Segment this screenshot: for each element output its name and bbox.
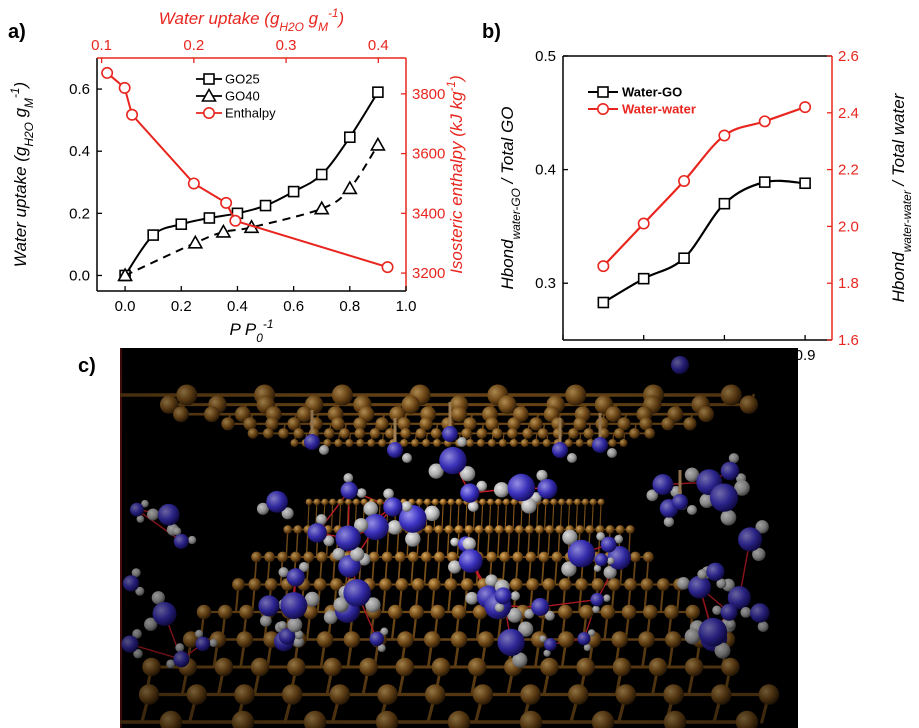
data-point-water-water [678, 174, 691, 187]
panel-label-b: b) [482, 21, 501, 43]
y-tick-label: 0.0 [69, 267, 90, 284]
right-tick-label: 2.6 [838, 48, 859, 65]
right-tick-label: 3600 [412, 146, 445, 163]
y-axis-title: Water uptake (gH2O gM-1) [8, 82, 36, 267]
series-line-water-go [602, 179, 806, 304]
x-tick-label: 0.9 [795, 347, 816, 364]
y-tick-label: 0.6 [69, 81, 90, 98]
series-water-go [597, 176, 811, 309]
data-point-water-go [637, 272, 650, 285]
chart-a: 0.0 0.2 0.4 0.6 0.8 1.0 0.0 0.2 0.4 0.6 0.1 0.2 0.3 0… [8, 6, 466, 345]
data-point-enthalpy [126, 108, 139, 121]
data-point-go40 [215, 223, 232, 238]
x-tick-label: 1.0 [396, 298, 417, 315]
data-point-water-water [799, 101, 812, 114]
legend-label: Enthalpy [225, 106, 276, 121]
y-tick-label: 0.2 [69, 205, 90, 222]
x-axis-title: P P0-1 [230, 317, 274, 345]
legend-a: GO25 GO40 Enthalpy [196, 72, 276, 121]
x-tick-label: 0.2 [171, 298, 192, 315]
x-tick-label: 0.6 [283, 298, 304, 315]
data-point-enthalpy [220, 196, 233, 209]
data-point-go40 [187, 234, 204, 249]
series-water-water [597, 101, 812, 273]
y-axis-title: Hbondwater-GO / Total GO [498, 106, 523, 289]
right-tick-label: 3400 [412, 205, 445, 222]
legend-b: Water-GO Water-water [588, 85, 696, 117]
data-point-go40 [117, 267, 133, 282]
legend-marker [597, 86, 609, 98]
data-point-go25 [287, 185, 300, 198]
data-point-go25 [344, 131, 356, 144]
y-tick-label: 0.5 [535, 48, 556, 65]
x-tick-label: 0.8 [339, 298, 360, 315]
legend-label: Water-water [622, 102, 696, 117]
molecular-simulation-image [88, 348, 798, 728]
data-point-go25 [372, 86, 384, 98]
data-point-enthalpy [187, 177, 200, 190]
data-point-go40 [341, 180, 358, 195]
x-tick-label: 0.0 [115, 298, 136, 315]
data-point-go25 [147, 229, 159, 241]
right-tick-label: 2.2 [838, 162, 859, 179]
data-point-go25 [175, 218, 188, 231]
data-point-enthalpy [381, 261, 394, 274]
data-point-water-water [597, 260, 610, 273]
legend-label: GO25 [225, 72, 260, 87]
data-point-enthalpy [118, 81, 131, 94]
right-tick-label: 3200 [412, 265, 445, 282]
data-point-go25 [259, 199, 272, 212]
data-point-water-go [758, 176, 771, 188]
data-point-water-water [718, 129, 731, 142]
data-point-water-go [799, 177, 811, 190]
top-tick-label: 0.1 [91, 37, 112, 54]
right-tick-label: 1.6 [838, 332, 859, 349]
legend-label: GO40 [225, 89, 260, 104]
panel-label-c: c) [78, 355, 96, 377]
data-point-go40 [370, 136, 386, 151]
right-tick-label: 2.4 [838, 105, 859, 122]
series-line-water-water [602, 106, 806, 267]
right-tick-label: 3800 [412, 86, 445, 103]
chart-b: 0.00.30.60.90.30.40.51.61.82.02.22.42.6P… [498, 48, 914, 392]
top-tick-label: 0.4 [368, 37, 389, 54]
right-axis-title: Isosteric enthalpy (kJ kg-1) [444, 75, 466, 274]
legend-marker [203, 107, 216, 120]
data-point-water-go [597, 296, 610, 309]
data-point-go25 [315, 168, 328, 181]
legend-marker [203, 73, 215, 85]
panel-label-a: a) [8, 21, 26, 43]
data-point-water-water [758, 115, 771, 128]
legend-label: Water-GO [622, 85, 682, 100]
data-point-go25 [203, 212, 216, 224]
y-tick-label: 0.3 [535, 275, 556, 292]
series-enthalpy [101, 66, 394, 274]
data-point-water-go [718, 197, 731, 210]
data-point-water-water [637, 217, 650, 230]
top-tick-label: 0.3 [276, 37, 297, 54]
legend-marker [596, 103, 609, 116]
y-tick-label: 0.4 [69, 143, 90, 160]
depth-shading [120, 348, 798, 728]
series-go40 [117, 136, 386, 282]
data-point-go40 [313, 200, 330, 215]
top-tick-label: 0.2 [183, 37, 204, 54]
carbon-atom [88, 711, 110, 728]
right-tick-label: 1.8 [838, 275, 859, 292]
y-tick-label: 0.4 [535, 162, 556, 179]
right-tick-label: 2.0 [838, 218, 859, 235]
data-point-enthalpy [229, 214, 242, 227]
legend-marker [201, 87, 217, 102]
top-axis-title: Water uptake (gH2O gM-1) [159, 6, 344, 34]
series-line-go25 [124, 91, 379, 277]
carbon-atom [99, 385, 120, 406]
right-axis-title: Hbondwater-water / Total water [889, 92, 914, 302]
x-tick-label: 0.4 [227, 298, 248, 315]
data-point-water-go [678, 252, 690, 265]
data-point-enthalpy [101, 66, 114, 79]
